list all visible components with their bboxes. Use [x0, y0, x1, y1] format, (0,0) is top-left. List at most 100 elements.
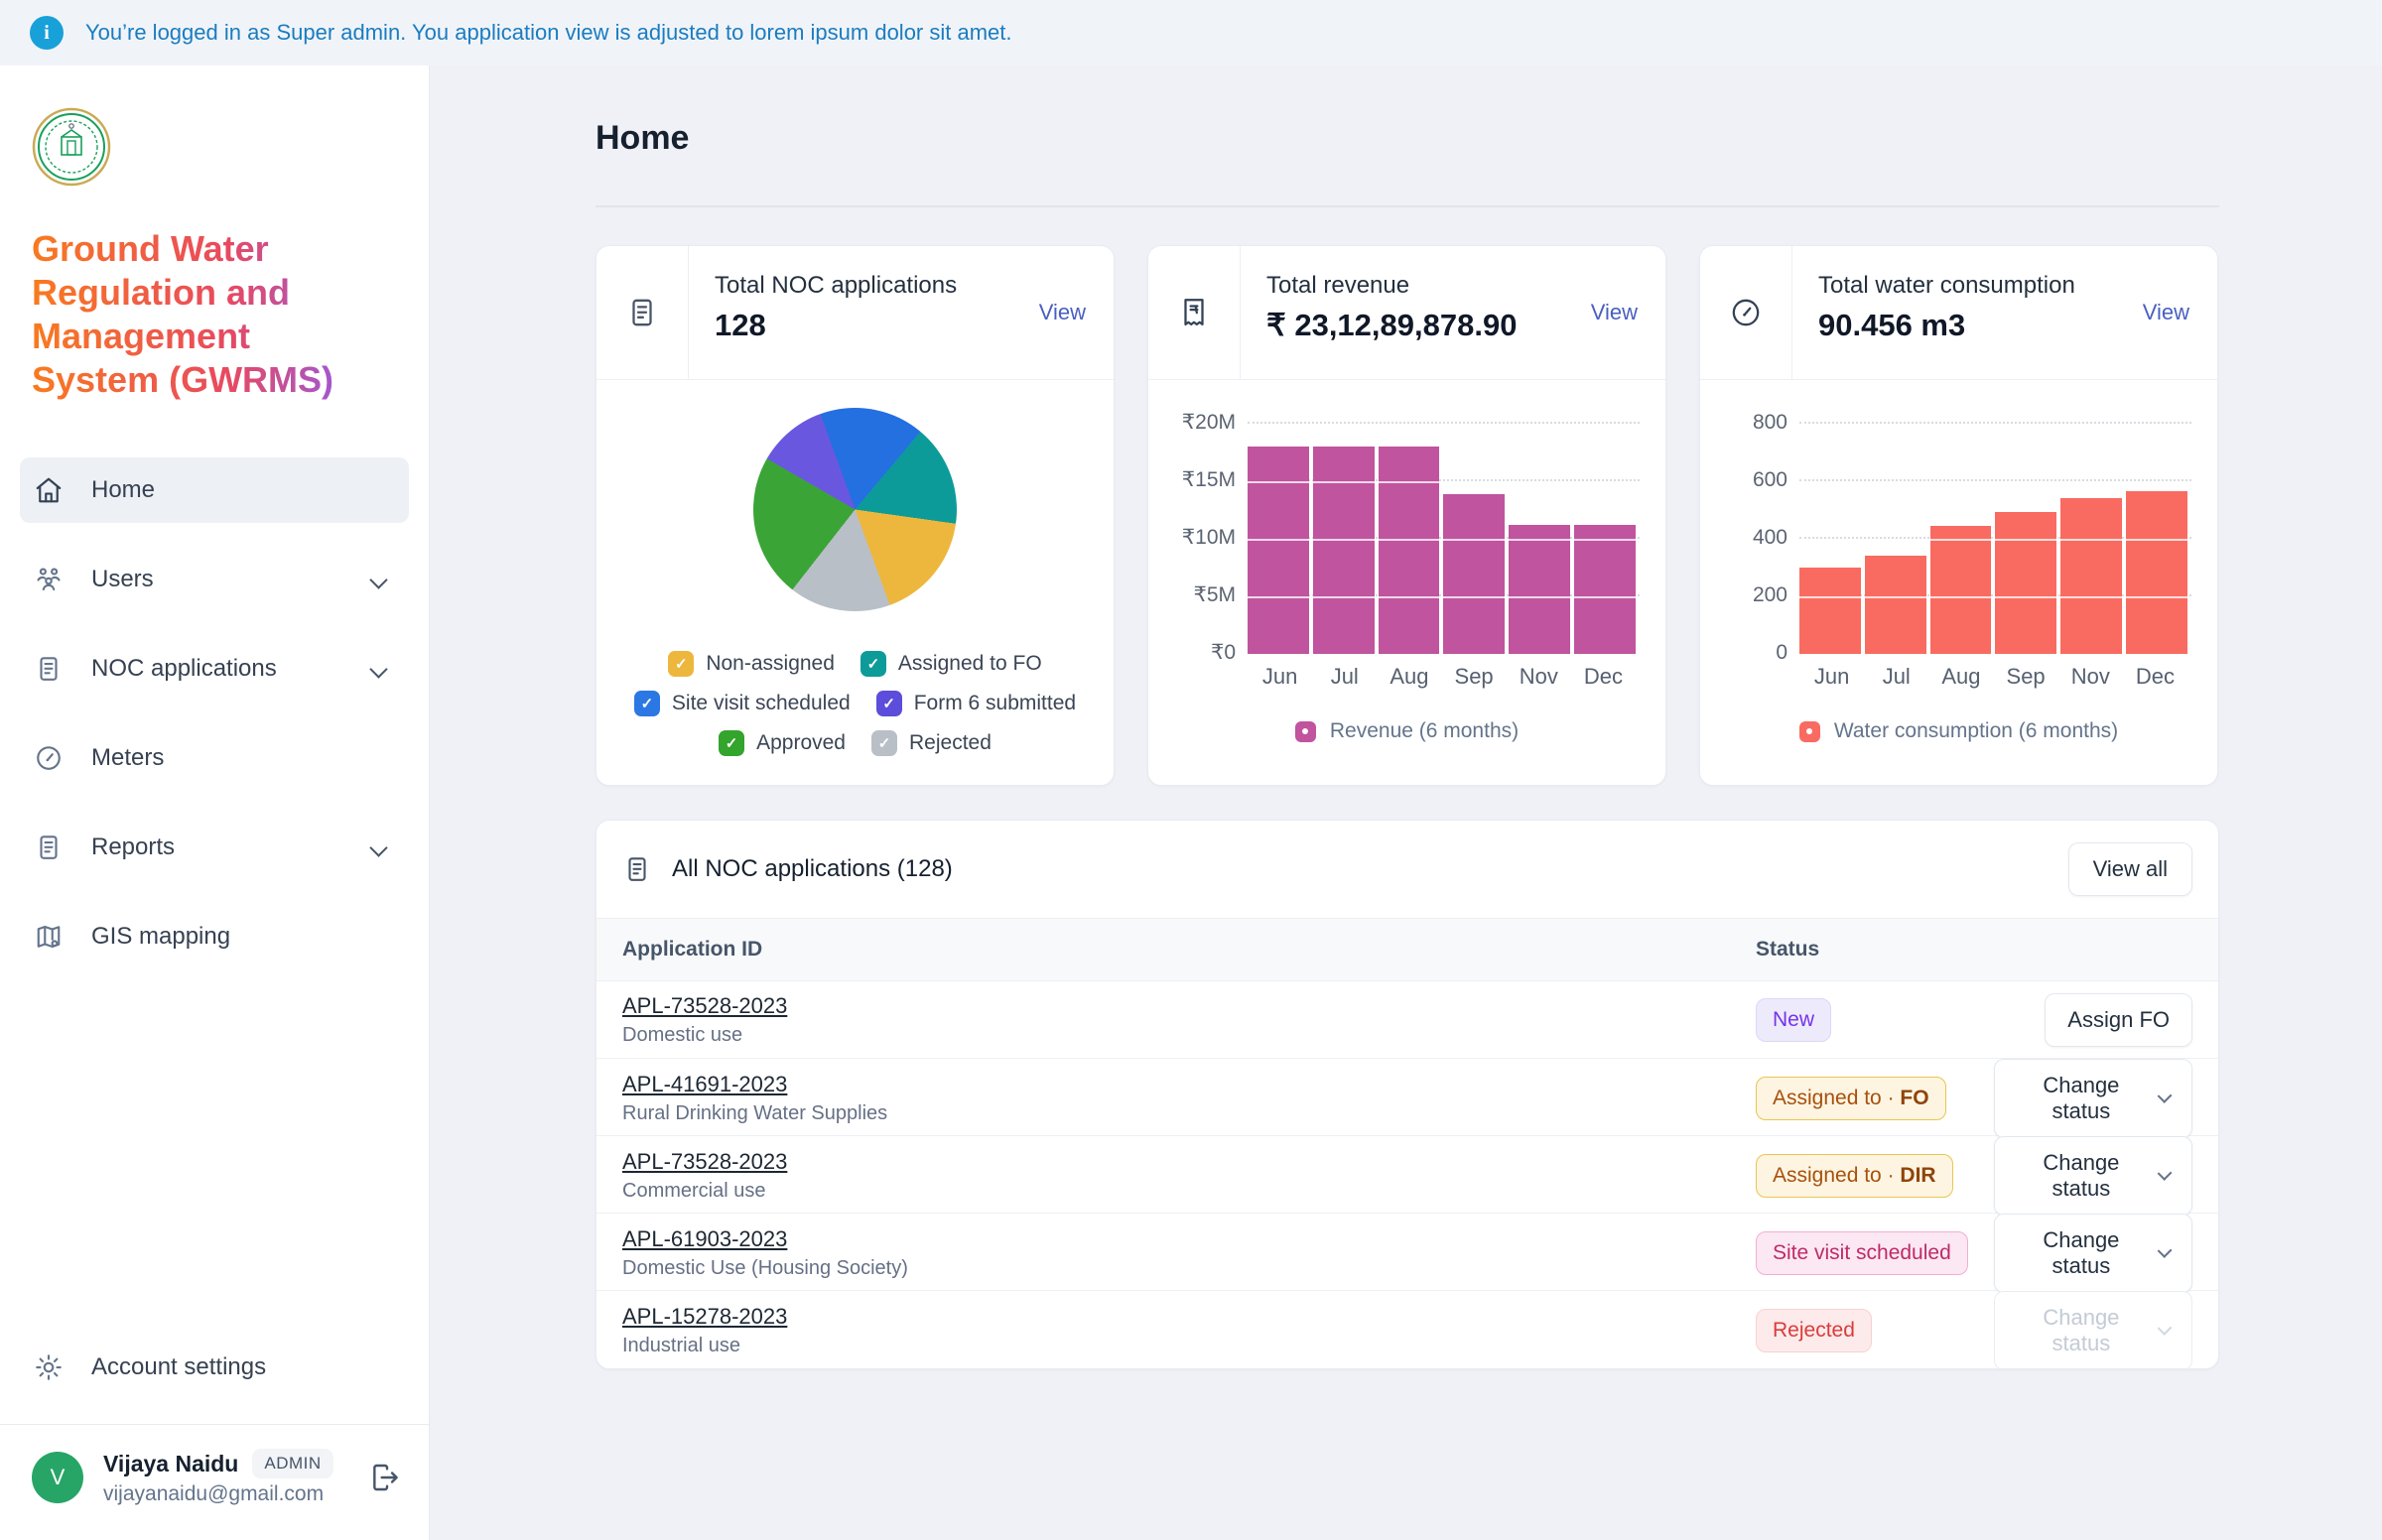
application-id-link[interactable]: APL-41691-2023: [622, 1072, 788, 1096]
card-title: Total revenue: [1266, 272, 1410, 299]
app-title: Ground Water Regulation and Management S…: [32, 227, 387, 402]
main-content: Home Total NOC applications 128 View: [430, 65, 2382, 1540]
gridline: [1799, 479, 2191, 481]
user-profile: V Vijaya Naidu ADMIN vijayanaidu@gmail.c…: [0, 1425, 429, 1540]
card-value: 90.456 m3: [1818, 308, 1966, 342]
change-status-dropdown[interactable]: Change status: [1994, 1136, 2192, 1216]
sidebar-item-label: Users: [91, 566, 154, 592]
chart-legend: Revenue (6 months): [1174, 719, 1640, 743]
sidebar-item-gis-mapping[interactable]: GIS mapping: [20, 904, 409, 969]
x-axis-tick: Dec: [1583, 664, 1623, 689]
assign-fo-button[interactable]: Assign FO: [2045, 992, 2192, 1047]
card-total-water-consumption: Total water consumption 90.456 m3 View 8…: [1699, 245, 2218, 786]
view-link[interactable]: View: [2142, 300, 2189, 324]
legend-item: ✓ Site visit scheduled: [633, 691, 851, 716]
table-row: APL-73528-2023 Domestic use New Assign F…: [596, 981, 2218, 1059]
chevron-down-icon: [2157, 1088, 2173, 1104]
y-axis-tick: 200: [1752, 583, 1787, 606]
change-status-dropdown[interactable]: Change status: [1994, 1059, 2192, 1138]
application-subtitle: Domestic use: [622, 1023, 743, 1046]
sidebar-item-label: Reports: [91, 834, 176, 860]
legend-item: ✓ Non-assigned: [668, 651, 835, 677]
card-title: Total water consumption: [1818, 272, 2075, 299]
table-titlebar: All NOC applications (128) View all: [596, 821, 2218, 918]
water-bar-chart: 800 600 400 200 0 Jun Jul Aug Sep Nov Dec Water c…: [1700, 380, 2217, 743]
table-row: APL-41691-2023 Rural Drinking Water Supp…: [596, 1059, 2218, 1138]
sidebar-item-label: NOC applications: [91, 655, 277, 682]
sidebar-item-account-settings[interactable]: Account settings: [20, 1335, 409, 1400]
application-id-link[interactable]: APL-61903-2023: [622, 1226, 788, 1251]
logout-icon[interactable]: [369, 1462, 401, 1493]
card-total-revenue: Total revenue ₹ 23,12,89,878.90 View ₹20…: [1147, 245, 1666, 786]
checkbox-checked-icon[interactable]: ✓: [875, 691, 902, 716]
sidebar-item-label: Account settings: [91, 1353, 267, 1380]
table-row: APL-61903-2023 Domestic Use (Housing Soc…: [596, 1214, 2218, 1293]
change-status-dropdown-disabled[interactable]: Change status: [1994, 1291, 2192, 1368]
role-badge: ADMIN: [252, 1449, 333, 1478]
pie-chart-body: ✓ Non-assigned ✓ Assigned to FO ✓: [596, 380, 1114, 756]
view-link[interactable]: View: [1038, 300, 1086, 324]
receipt-rupee-icon: [1148, 246, 1241, 379]
bar: [1443, 493, 1506, 654]
sidebar-item-reports[interactable]: Reports: [20, 815, 409, 880]
y-axis-tick: ₹5M: [1193, 583, 1236, 606]
sidebar-menu: Home Users NOC applications M: [0, 457, 429, 969]
application-subtitle: Domestic Use (Housing Society): [622, 1257, 908, 1279]
application-subtitle: Rural Drinking Water Supplies: [622, 1102, 888, 1124]
chevron-down-icon: [369, 655, 388, 683]
status-badge: Assigned to · DIR: [1756, 1154, 1953, 1198]
checkbox-checked-icon[interactable]: ✓: [633, 691, 660, 716]
x-axis-tick: Sep: [2006, 664, 2046, 689]
banner-text: You’re logged in as Super admin. You app…: [85, 20, 1012, 45]
column-header-status: Status: [1756, 938, 1820, 961]
sidebar-item-home[interactable]: Home: [20, 457, 409, 523]
sidebar-item-noc-applications[interactable]: NOC applications: [20, 636, 409, 702]
checkbox-checked-icon[interactable]: ✓: [719, 730, 745, 756]
bar: [2060, 498, 2123, 654]
change-status-dropdown[interactable]: Change status: [1994, 1214, 2192, 1293]
home-icon: [34, 474, 66, 506]
checkbox-checked-icon[interactable]: ✓: [668, 651, 695, 677]
sidebar-bottom: Account settings V Vijaya Naidu ADMIN vi…: [0, 1335, 429, 1540]
x-axis-tick: Aug: [1941, 664, 1981, 689]
card-header: Total NOC applications 128 View: [596, 246, 1114, 380]
sidebar-item-label: Home: [91, 476, 156, 503]
view-link[interactable]: View: [1590, 300, 1638, 324]
legend-swatch: [1798, 720, 1820, 742]
application-id-link[interactable]: APL-73528-2023: [622, 992, 788, 1018]
sidebar-item-users[interactable]: Users: [20, 547, 409, 612]
user-name: Vijaya Naidu: [103, 1450, 239, 1476]
y-axis: 800 600 400 200 0: [1726, 411, 1799, 664]
view-all-button[interactable]: View all: [2067, 842, 2192, 896]
sidebar-item-meters[interactable]: Meters: [20, 725, 409, 791]
y-axis: ₹20M ₹15M ₹10M ₹5M ₹0: [1174, 411, 1248, 664]
document-icon: [596, 246, 689, 379]
sidebar: Ground Water Regulation and Management S…: [0, 65, 430, 1540]
bar: [1929, 525, 1992, 654]
pie-chart: [753, 408, 957, 611]
telangana-logo: [32, 107, 429, 192]
y-axis-tick: ₹0: [1210, 641, 1236, 664]
document-icon: [34, 653, 66, 685]
bar: [1248, 447, 1309, 654]
bar: [1312, 447, 1375, 654]
legend-item: ✓ Assigned to FO: [860, 651, 1042, 677]
bar: [1509, 525, 1571, 654]
x-axis-tick: Jun: [1261, 664, 1298, 689]
table-row: APL-15278-2023 Industrial use Rejected C…: [596, 1291, 2218, 1368]
title-divider: [596, 205, 2219, 207]
gridline: [1799, 422, 2191, 424]
column-header-application-id: Application ID: [622, 938, 763, 961]
legend-item: ✓ Approved: [719, 730, 846, 756]
sidebar-divider: [0, 1424, 429, 1425]
y-axis-tick: 400: [1752, 526, 1787, 549]
application-id-link[interactable]: APL-15278-2023: [622, 1304, 788, 1329]
noc-applications-table-card: All NOC applications (128) View all Appl…: [596, 820, 2219, 1369]
checkbox-checked-icon[interactable]: ✓: [860, 651, 886, 677]
page-title: Home: [596, 119, 690, 157]
gear-icon: [34, 1351, 66, 1383]
checkbox-checked-icon[interactable]: ✓: [871, 730, 897, 756]
x-axis: Jun Jul Aug Sep Nov Dec: [1799, 664, 2187, 690]
card-value: ₹ 23,12,89,878.90: [1266, 308, 1518, 342]
application-id-link[interactable]: APL-73528-2023: [622, 1149, 788, 1174]
